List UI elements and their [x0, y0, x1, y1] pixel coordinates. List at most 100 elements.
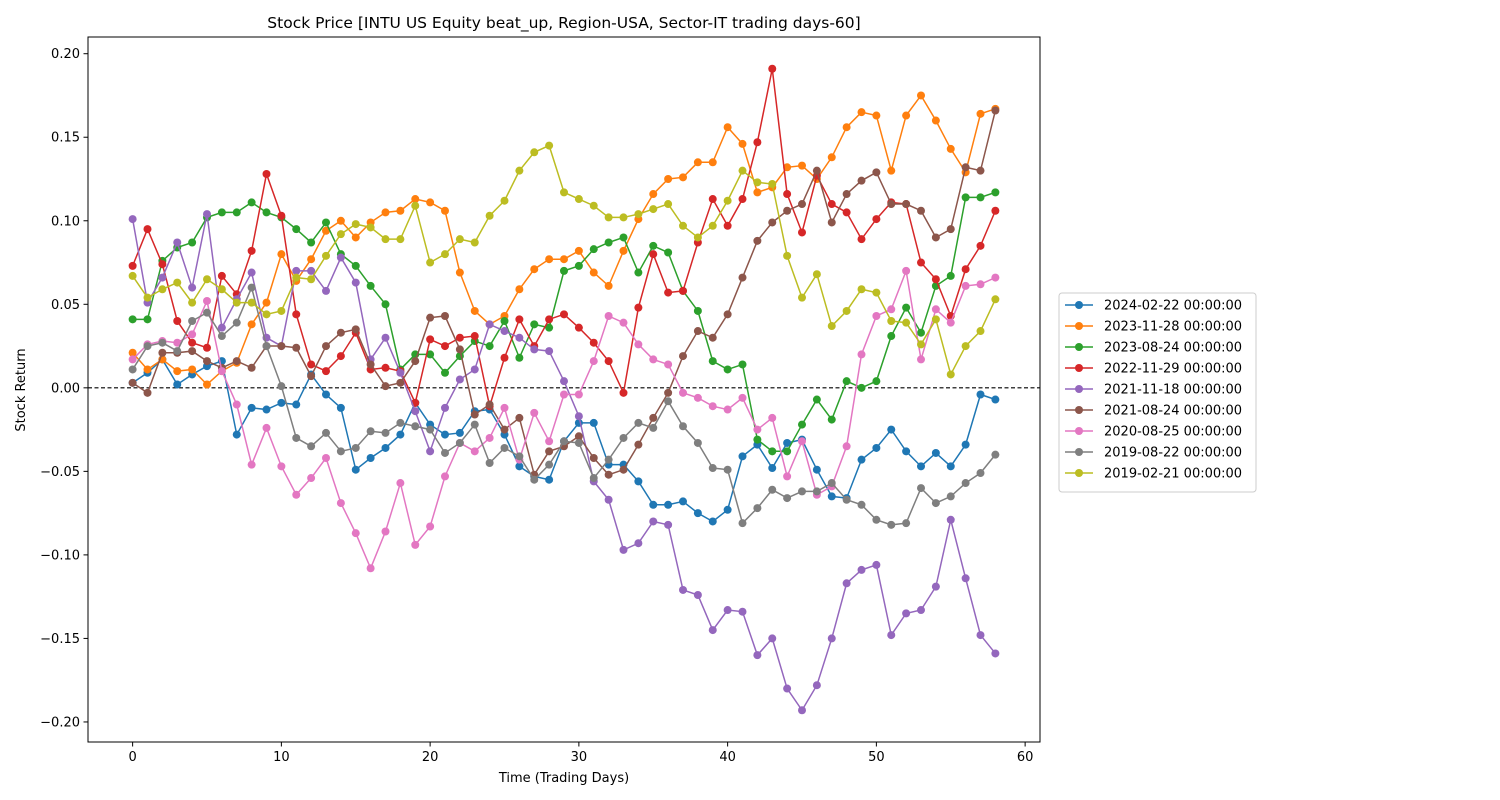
y-tick-label: −0.05: [40, 465, 80, 480]
data-point: [723, 310, 732, 319]
data-point: [991, 450, 1000, 459]
data-point: [664, 248, 673, 257]
data-point: [515, 413, 524, 422]
legend-marker: [1075, 364, 1083, 372]
chart-title: Stock Price [INTU US Equity beat_up, Reg…: [267, 14, 860, 33]
series-8: [128, 141, 1000, 379]
data-point: [753, 236, 762, 245]
data-point: [679, 497, 687, 506]
data-point: [812, 270, 821, 279]
data-point: [336, 216, 345, 225]
data-point: [783, 190, 792, 199]
series-line: [131, 285, 996, 526]
data-point: [931, 233, 940, 242]
data-point: [976, 193, 985, 202]
data-point: [857, 565, 866, 574]
data-point: [143, 315, 152, 324]
data-point: [991, 395, 1000, 404]
data-point: [649, 413, 658, 422]
data-point: [411, 357, 420, 366]
data-point: [619, 433, 628, 442]
data-point: [411, 195, 420, 204]
data-point: [768, 447, 777, 456]
data-point: [128, 271, 137, 280]
data-point: [411, 201, 420, 210]
data-point: [426, 350, 435, 359]
data-point: [441, 472, 449, 481]
legend: 2024-02-22 00:00:00 2023-11-28 00:00:00 20…: [1058, 292, 1257, 493]
data-point: [292, 400, 301, 409]
data-point: [336, 352, 345, 361]
y-tick-label: −0.15: [40, 632, 80, 647]
data-point: [277, 398, 286, 407]
data-point: [991, 206, 1000, 215]
data-point: [902, 519, 911, 528]
data-point: [158, 260, 167, 269]
data-point: [560, 377, 568, 386]
data-point: [842, 442, 851, 451]
data-point: [842, 123, 851, 132]
series-line: [132, 191, 996, 453]
data-point: [768, 413, 777, 422]
data-point: [649, 190, 658, 199]
data-point: [322, 428, 330, 437]
data-point: [976, 166, 985, 175]
data-point: [307, 238, 316, 247]
data-point: [946, 144, 955, 153]
data-point: [738, 519, 747, 528]
data-point: [351, 325, 360, 334]
data-point: [649, 355, 658, 364]
data-point: [128, 348, 137, 357]
data-point: [842, 208, 851, 217]
data-point: [917, 340, 925, 349]
data-point: [589, 245, 598, 254]
data-point: [649, 241, 658, 250]
data-point: [976, 109, 985, 118]
series-4: [128, 210, 1000, 715]
data-point: [441, 342, 449, 351]
data-point: [441, 430, 449, 439]
data-point: [307, 255, 316, 264]
data-point: [381, 300, 390, 309]
data-point: [902, 447, 911, 456]
data-point: [292, 310, 301, 319]
legend-item: 2020-08-25 00:00:00: [1065, 425, 1242, 440]
data-point: [232, 318, 241, 327]
data-point: [872, 443, 881, 452]
series-line: [131, 213, 996, 712]
data-point: [812, 487, 821, 496]
legend-item: 2024-02-22 00:00:00: [1065, 299, 1242, 314]
data-point: [738, 273, 747, 282]
data-point: [366, 564, 375, 573]
data-point: [336, 499, 345, 508]
data-point: [366, 427, 375, 436]
legend-marker: [1075, 406, 1083, 414]
data-point: [560, 390, 568, 399]
data-point: [232, 298, 241, 307]
data-point: [232, 357, 241, 366]
data-point: [738, 452, 747, 461]
data-point: [887, 305, 896, 314]
data-point: [262, 423, 271, 432]
legend-item: 2021-11-18 00:00:00: [1065, 383, 1242, 398]
data-point: [798, 228, 806, 237]
data-point: [827, 634, 836, 643]
data-point: [426, 313, 435, 322]
data-point: [589, 338, 598, 347]
data-point: [604, 281, 613, 290]
data-point: [188, 365, 197, 374]
data-point: [917, 258, 925, 267]
data-point: [753, 651, 762, 660]
data-point: [203, 357, 211, 366]
data-point: [723, 405, 732, 414]
data-point: [530, 320, 539, 329]
data-point: [351, 261, 360, 270]
data-point: [768, 464, 777, 473]
data-point: [872, 288, 881, 297]
y-tick-label: −0.10: [40, 548, 80, 563]
data-point: [887, 332, 896, 341]
legend-item: 2023-11-28 00:00:00: [1065, 320, 1242, 335]
legend-item: 2022-11-29 00:00:00: [1065, 362, 1242, 377]
data-point: [946, 271, 955, 280]
